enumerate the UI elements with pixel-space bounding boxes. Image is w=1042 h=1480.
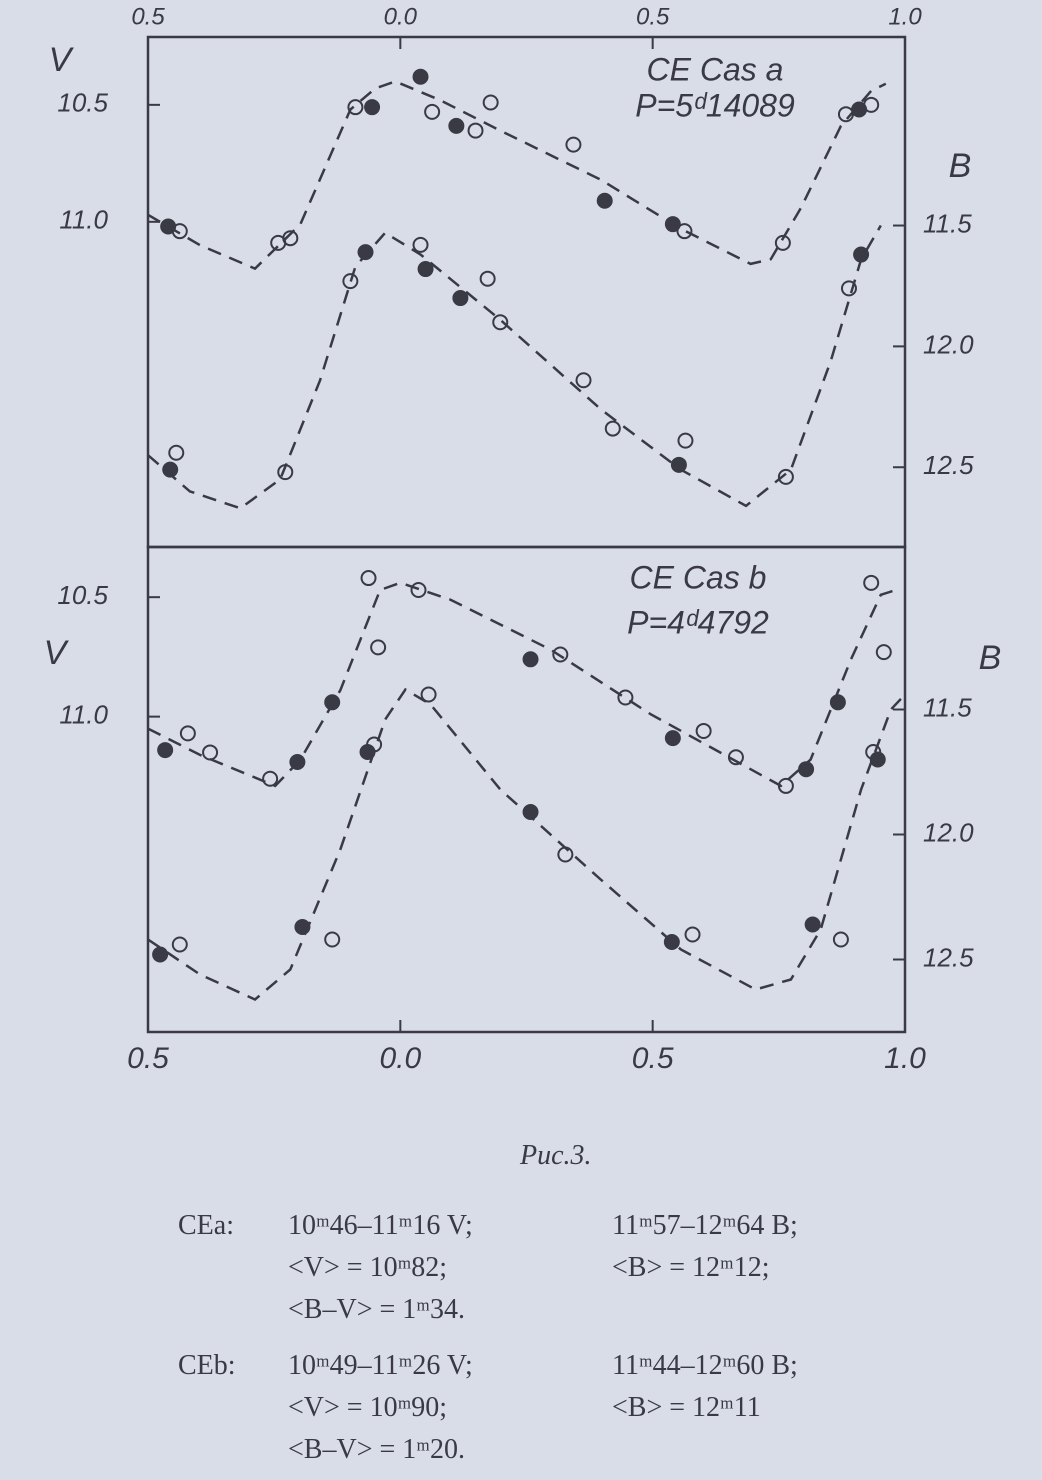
note-text: <B–V> = 1ᵐ34. xyxy=(288,1294,465,1325)
observation-open xyxy=(684,926,701,943)
observation-open xyxy=(282,230,299,247)
observation-open xyxy=(695,722,712,739)
x-tick-label: 1.0 xyxy=(888,3,922,30)
observation-open xyxy=(832,931,849,948)
note-text: 11ᵐ44–12ᵐ60 B; xyxy=(612,1350,798,1381)
observation-open xyxy=(370,639,387,656)
observation-filled xyxy=(152,946,169,963)
note-text: 10ᵐ49–11ᵐ26 V; xyxy=(288,1350,473,1381)
observation-filled xyxy=(357,244,374,261)
note-text: <V> = 10ᵐ82; xyxy=(288,1252,448,1283)
observation-open xyxy=(677,432,694,449)
y2-tick-label: 11.5 xyxy=(923,692,972,722)
x-tick-label: 1.0 xyxy=(884,1042,926,1075)
observation-open xyxy=(552,646,569,663)
observation-open xyxy=(777,468,794,485)
y2-axis-label: B xyxy=(949,147,972,185)
observation-open xyxy=(168,444,185,461)
observation-open xyxy=(342,273,359,290)
annotation: P=5ᵈ14089 xyxy=(635,87,795,123)
y2-axis-label: B xyxy=(979,639,1002,677)
observation-filled xyxy=(804,916,821,933)
observation-filled xyxy=(162,461,179,478)
note-text: <B> = 12ᵐ12; xyxy=(612,1252,770,1283)
observation-filled xyxy=(364,99,381,116)
note-label: CEa: xyxy=(178,1210,234,1241)
observation-open xyxy=(863,574,880,591)
note-text: <B–V> = 1ᵐ20. xyxy=(288,1434,465,1465)
observation-open xyxy=(410,582,427,599)
observation-open xyxy=(420,686,437,703)
observation-filled xyxy=(869,751,886,768)
chart: 0.5 0.0 0.5 1.0 10.5 11.0 11.5 12.0 12.5 V B CE Cas… xyxy=(44,3,1002,1075)
observation-open xyxy=(575,372,592,389)
observation-filled xyxy=(452,290,469,307)
fit-curve xyxy=(147,224,882,510)
observation-open xyxy=(467,122,484,139)
observation-filled xyxy=(851,101,868,118)
y-tick-label: 11.0 xyxy=(59,205,108,235)
x-tick-label: 0.5 xyxy=(127,1042,169,1075)
observation-open xyxy=(774,234,791,251)
observation-open xyxy=(557,846,574,863)
annotation: CE Cas b xyxy=(630,559,767,595)
observation-open xyxy=(482,94,499,111)
annotation: CE Cas a xyxy=(647,51,784,87)
observation-filled xyxy=(412,68,429,85)
y2-tick-label: 12.0 xyxy=(923,817,974,847)
y-axis-label: V xyxy=(44,634,70,672)
observation-filled xyxy=(417,261,434,278)
observation-filled xyxy=(670,456,687,473)
x-tick-label: 0.5 xyxy=(131,3,165,30)
observation-open xyxy=(324,931,341,948)
y2-tick-label: 12.5 xyxy=(923,942,974,972)
observation-open xyxy=(202,744,219,761)
y2-tick-label: 12.5 xyxy=(923,450,974,480)
observation-filled xyxy=(522,651,539,668)
observation-open xyxy=(347,99,364,116)
y2-tick-label: 11.5 xyxy=(923,208,972,238)
note-text: 11ᵐ57–12ᵐ64 B; xyxy=(612,1210,798,1241)
y-axis-label: V xyxy=(49,41,75,79)
observation-open xyxy=(604,420,621,437)
observation-open xyxy=(360,570,377,587)
annotation: P=4ᵈ4792 xyxy=(627,604,769,640)
observation-filled xyxy=(157,742,174,759)
observation-open xyxy=(676,223,693,240)
y-tick-label: 10.5 xyxy=(57,580,108,610)
note-text: <B> = 12ᵐ11 xyxy=(612,1392,761,1423)
plot-frame xyxy=(146,545,907,1034)
note-text: <V> = 10ᵐ90; xyxy=(288,1392,448,1423)
x-tick-label: 0.5 xyxy=(632,1042,674,1075)
x-tick-label: 0.5 xyxy=(636,3,670,30)
observation-open xyxy=(565,136,582,153)
fit-curve xyxy=(147,80,887,271)
observation-open xyxy=(875,644,892,661)
observation-open xyxy=(492,314,509,331)
observation-open xyxy=(840,280,857,297)
fit-curve xyxy=(147,687,906,1001)
observation-filled xyxy=(664,730,681,747)
y2-tick-label: 12.0 xyxy=(923,329,974,359)
caption: Рис.3. xyxy=(520,1140,592,1171)
observation-filled xyxy=(829,694,846,711)
observation-open xyxy=(479,270,496,287)
observation-open xyxy=(262,770,279,787)
observation-open xyxy=(171,936,188,953)
observation-open xyxy=(179,725,196,742)
observation-filled xyxy=(448,117,465,134)
y-tick-label: 10.5 xyxy=(57,88,108,118)
observation-open xyxy=(412,236,429,253)
observation-open xyxy=(424,103,441,120)
observation-open xyxy=(617,689,634,706)
observation-open xyxy=(727,749,744,766)
note-text: 10ᵐ46–11ᵐ16 V; xyxy=(288,1210,473,1241)
observation-filled xyxy=(596,192,613,209)
note-label: CEb: xyxy=(178,1350,236,1381)
fit-curve xyxy=(147,581,897,788)
y-tick-label: 11.0 xyxy=(59,700,108,730)
x-tick-label: 0.0 xyxy=(384,3,418,30)
x-tick-label: 0.0 xyxy=(379,1042,421,1075)
